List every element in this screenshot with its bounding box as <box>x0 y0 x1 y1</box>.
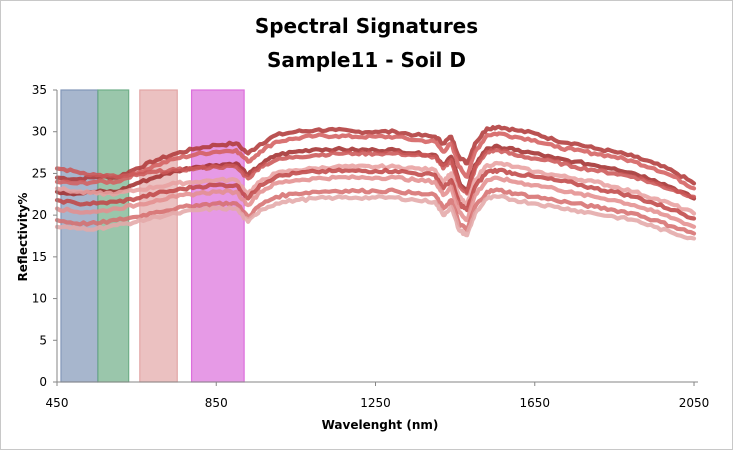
band-2 <box>97 89 130 383</box>
series-2-line <box>54 131 697 191</box>
y-tick-label: 5 <box>39 333 47 347</box>
axes: 0 5 10 15 20 25 30 35 450 850 1250 1650 2050 <box>32 83 710 410</box>
series-5-line <box>54 160 697 216</box>
x-tick-label: 850 <box>205 396 228 410</box>
y-tick-label: 10 <box>32 292 47 306</box>
band-3 <box>139 89 178 383</box>
y-tick-label: 20 <box>32 208 47 222</box>
series-6-line <box>54 167 697 221</box>
y-tick-label: 25 <box>32 166 47 180</box>
chart-title-line-2: Sample11 - Soil D <box>267 48 466 72</box>
chart-title-line-1: Spectral Signatures <box>254 14 479 38</box>
x-tick-label: 1250 <box>360 396 391 410</box>
band-4 <box>190 89 245 383</box>
wavelength-bands <box>60 89 245 383</box>
series-lines <box>54 124 697 241</box>
x-tick-label: 1650 <box>519 396 550 410</box>
series-1-line <box>54 124 697 186</box>
y-tick-label: 15 <box>32 250 47 264</box>
series-7-line <box>54 174 697 229</box>
x-tick-label: 450 <box>46 396 69 410</box>
y-axis-label: Reflectivity% <box>16 193 30 282</box>
series-4-line <box>54 147 697 199</box>
y-tick-label: 35 <box>32 83 47 97</box>
series-9-line <box>54 194 697 241</box>
band-1 <box>60 89 99 383</box>
y-tick-label: 0 <box>39 375 47 389</box>
x-tick-label: 2050 <box>679 396 710 410</box>
x-axis-label: Wavelenght (nm) <box>322 418 439 432</box>
series-8-line <box>54 187 697 236</box>
y-tick-label: 30 <box>32 125 47 139</box>
